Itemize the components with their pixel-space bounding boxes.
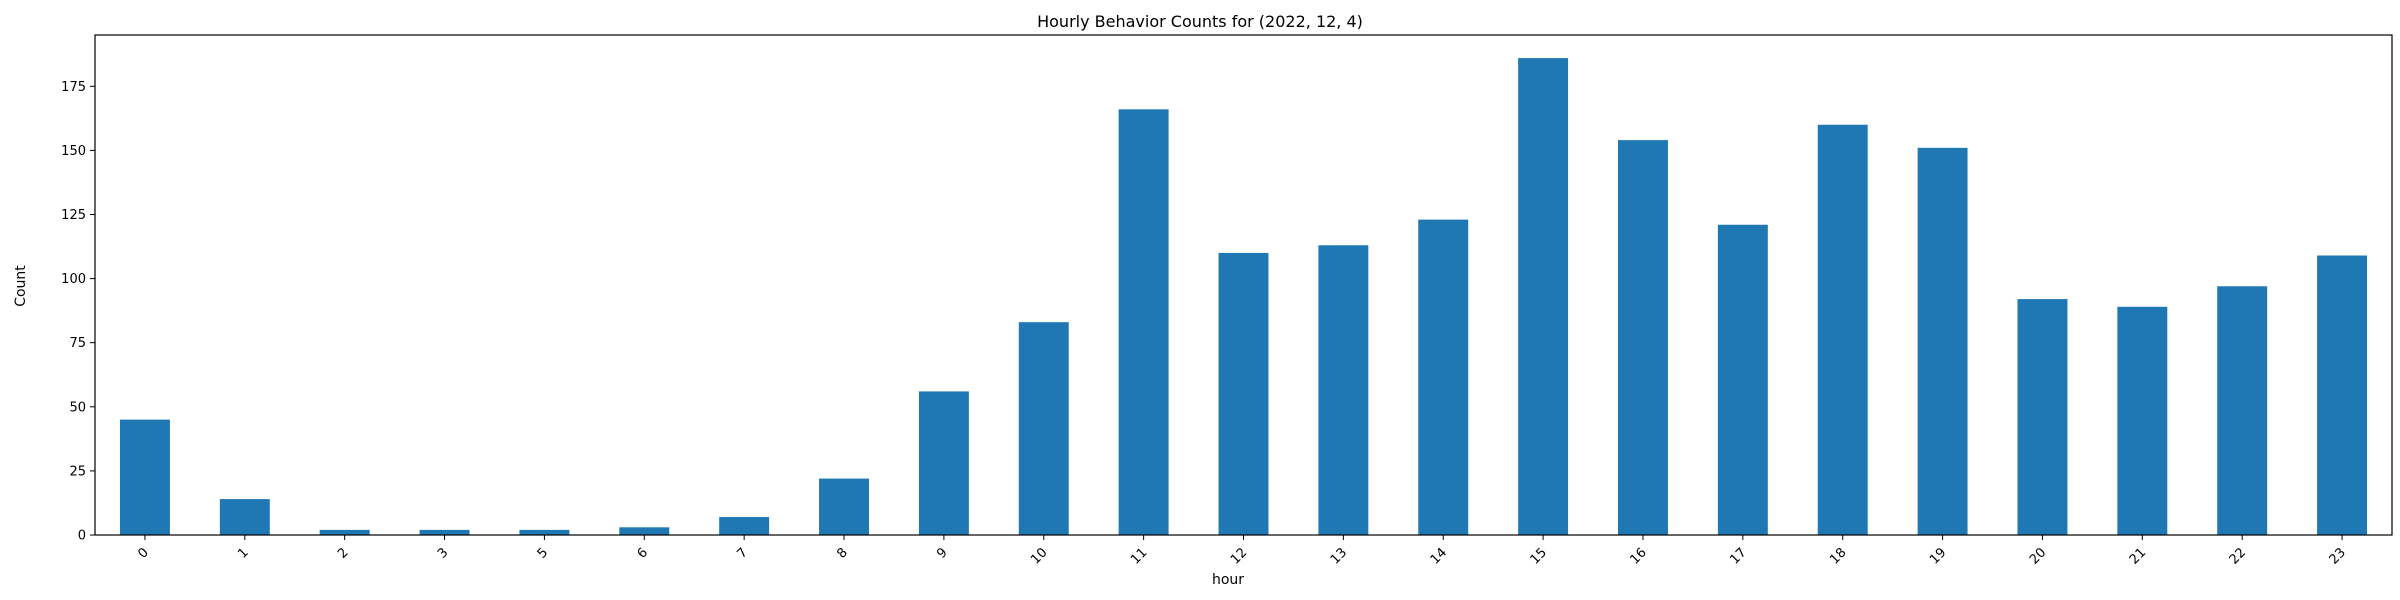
x-tick-label: 15 bbox=[1528, 545, 1550, 567]
bar-hour-20 bbox=[2017, 299, 2068, 535]
bar-hour-0 bbox=[119, 419, 170, 535]
x-tick-label: 3 bbox=[435, 545, 451, 561]
x-tick-label: 1 bbox=[235, 545, 251, 561]
x-tick-label: 2 bbox=[335, 545, 351, 561]
x-tick-label: 16 bbox=[1627, 545, 1649, 567]
y-tick-label: 0 bbox=[78, 529, 86, 544]
x-tick-label: 20 bbox=[2027, 545, 2049, 567]
y-tick-label: 50 bbox=[69, 400, 86, 415]
y-tick-label: 100 bbox=[61, 272, 86, 287]
x-tick-label: 5 bbox=[535, 545, 551, 561]
y-tick-label: 125 bbox=[61, 208, 86, 223]
bar-hour-9 bbox=[918, 391, 969, 535]
bar-hour-3 bbox=[419, 529, 470, 535]
bar-hour-19 bbox=[1917, 147, 1968, 536]
bar-hour-6 bbox=[619, 527, 670, 535]
bar-hour-8 bbox=[819, 478, 869, 535]
x-tick-label: 22 bbox=[2227, 545, 2249, 567]
y-axis-label: Count bbox=[13, 265, 29, 307]
x-tick-label: 0 bbox=[135, 545, 151, 561]
x-tick-label: 9 bbox=[934, 545, 950, 561]
bar-hour-1 bbox=[219, 499, 270, 535]
bar-hour-5 bbox=[519, 529, 570, 535]
bar-hour-12 bbox=[1218, 252, 1269, 535]
y-tick-label: 75 bbox=[69, 336, 86, 351]
x-tick-label: 23 bbox=[2327, 545, 2349, 567]
bar-hour-14 bbox=[1418, 219, 1469, 535]
y-tick-label: 150 bbox=[61, 144, 86, 159]
x-tick-label: 12 bbox=[1228, 545, 1250, 567]
x-tick-label: 6 bbox=[635, 545, 651, 561]
chart-title: Hourly Behavior Counts for (2022, 12, 4) bbox=[1037, 12, 1363, 31]
x-axis-label: hour bbox=[1212, 572, 1244, 588]
bar-hour-15 bbox=[1518, 58, 1569, 535]
x-tick-label: 13 bbox=[1328, 545, 1350, 567]
bar-hour-2 bbox=[319, 529, 370, 535]
bar-hour-23 bbox=[2317, 255, 2368, 535]
x-tick-label: 7 bbox=[735, 545, 751, 561]
bar-hour-21 bbox=[2117, 306, 2168, 535]
y-tick-label: 175 bbox=[61, 80, 86, 95]
x-tick-label: 14 bbox=[1428, 545, 1450, 567]
bar-hour-7 bbox=[719, 517, 770, 535]
bar-hour-13 bbox=[1318, 245, 1369, 535]
x-tick-label: 8 bbox=[834, 545, 850, 561]
bar-hour-18 bbox=[1817, 124, 1868, 535]
y-axis-ticks: 0 25 50 75 100 125 150 175 bbox=[61, 80, 95, 544]
plot-frame bbox=[94, 34, 2393, 536]
bar-hour-17 bbox=[1717, 224, 1768, 535]
bars-group bbox=[119, 58, 2368, 536]
x-axis-ticks: 0 1 2 3 5 6 7 8 9 10 11 12 13 14 15 16 17 18 19 20 21 22 23 bbox=[135, 535, 2349, 568]
x-tick-label: 11 bbox=[1128, 545, 1150, 567]
bar-hour-16 bbox=[1618, 140, 1668, 535]
bar-hour-10 bbox=[1018, 322, 1069, 535]
x-tick-label: 10 bbox=[1028, 545, 1050, 567]
x-tick-label: 18 bbox=[1827, 545, 1849, 567]
bar-hour-22 bbox=[2217, 286, 2268, 535]
x-tick-label: 19 bbox=[1927, 545, 1949, 567]
x-tick-label: 17 bbox=[1727, 545, 1749, 567]
y-tick-label: 25 bbox=[69, 464, 86, 479]
bar-hour-11 bbox=[1118, 109, 1169, 535]
x-tick-label: 21 bbox=[2127, 545, 2149, 567]
